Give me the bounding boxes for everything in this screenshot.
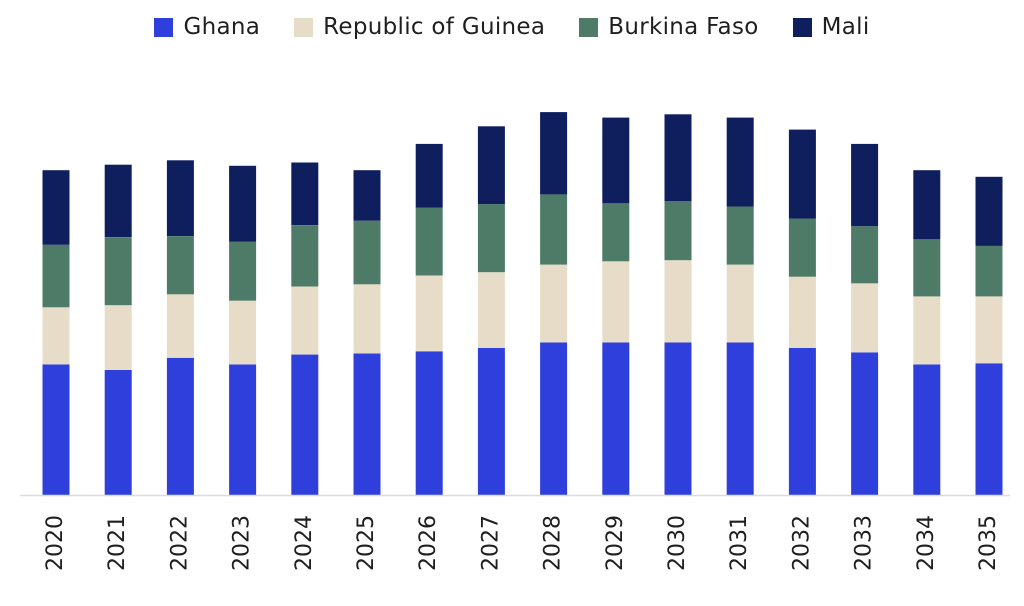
legend-item: Republic of Guinea — [294, 14, 545, 40]
bar-segment — [291, 354, 319, 495]
bar-segment — [788, 218, 816, 277]
bar-segment — [726, 117, 754, 207]
x-tick-label: 2023 — [230, 515, 255, 571]
bar-segment — [229, 165, 257, 242]
bar-segment — [353, 170, 381, 221]
bar-segment — [788, 348, 816, 495]
bar-segment — [42, 364, 70, 495]
bar-segment — [540, 194, 568, 265]
bar-segment — [540, 342, 568, 495]
bar-segment — [229, 364, 257, 495]
bar-segment — [726, 342, 754, 495]
bar-segment — [42, 244, 70, 308]
bar-segment — [602, 203, 630, 262]
bar-segment — [477, 348, 505, 495]
bar-segment — [477, 272, 505, 348]
legend-item: Ghana — [154, 14, 260, 40]
x-tick-label: 2031 — [727, 515, 752, 571]
bar-segment — [913, 239, 941, 297]
legend-swatch — [294, 17, 314, 37]
bar-segment — [291, 225, 319, 287]
bar-segment — [415, 143, 443, 208]
x-tick-label: 2028 — [541, 515, 566, 571]
legend-item: Burkina Faso — [579, 14, 758, 40]
bar-segment — [42, 307, 70, 365]
bar-segment — [291, 162, 319, 225]
x-tick-label: 2026 — [416, 515, 441, 571]
legend: Ghana Republic of Guinea Burkina Faso Mali — [0, 14, 1024, 40]
legend-label: Mali — [821, 14, 870, 40]
bar-segment — [664, 260, 692, 343]
x-tick-label: 2020 — [43, 515, 68, 571]
legend-label: Republic of Guinea — [323, 14, 546, 40]
bar-segment — [602, 261, 630, 343]
bar-segment — [166, 357, 194, 495]
x-tick-label: 2025 — [354, 515, 379, 571]
bar-segment — [229, 241, 257, 301]
x-tick-label: 2027 — [478, 515, 503, 571]
bar-segment — [104, 164, 132, 238]
legend-label: Ghana — [183, 14, 261, 40]
legend-swatch — [579, 17, 599, 37]
bar-segment — [104, 237, 132, 306]
bar-segment — [415, 351, 443, 495]
bar-segment — [975, 176, 1003, 246]
bar-segment — [975, 245, 1003, 297]
x-tick-label: 2033 — [852, 515, 877, 571]
bar-segment — [975, 363, 1003, 495]
bar-segment — [913, 296, 941, 365]
bar-segment — [726, 206, 754, 265]
bar-segment — [788, 276, 816, 348]
bar-segment — [664, 114, 692, 201]
bar-segment — [726, 264, 754, 343]
bar-segment — [104, 369, 132, 495]
bar-segment — [602, 117, 630, 204]
x-tick-label: 2021 — [105, 515, 130, 571]
bar-segment — [42, 170, 70, 245]
bar-segment — [166, 236, 194, 295]
bar-segment — [353, 353, 381, 495]
bar-segment — [851, 352, 879, 495]
bar-segment — [166, 160, 194, 236]
legend-swatch — [154, 17, 174, 37]
x-tick-label: 2022 — [167, 515, 192, 571]
legend-label: Burkina Faso — [608, 14, 759, 40]
x-tick-label: 2034 — [914, 515, 939, 571]
legend-item: Mali — [792, 14, 870, 40]
bar-segment — [353, 220, 381, 285]
bar-segment — [851, 143, 879, 227]
bar-segment — [229, 300, 257, 365]
bar-segment — [166, 294, 194, 358]
x-tick-label: 2035 — [976, 515, 1001, 571]
legend-swatch — [792, 17, 812, 37]
x-tick-label: 2032 — [789, 515, 814, 571]
bar-segment — [540, 112, 568, 195]
x-tick-label: 2030 — [665, 515, 690, 571]
bar-segment — [415, 207, 443, 276]
bar-segment — [913, 170, 941, 240]
bar-segment — [477, 126, 505, 205]
bar-segment — [353, 284, 381, 354]
bar-segment — [788, 129, 816, 219]
bar-segment — [602, 342, 630, 495]
bar-segment — [415, 275, 443, 352]
bar-segment — [851, 283, 879, 353]
x-tick-label: 2029 — [603, 515, 628, 571]
bar-segment — [291, 286, 319, 355]
bar-segment — [664, 342, 692, 495]
bar-segment — [664, 200, 692, 261]
bar-segment — [975, 296, 1003, 364]
bar-segment — [540, 264, 568, 343]
x-tick-label: 2024 — [292, 515, 317, 571]
bar-segment — [851, 226, 879, 284]
bar-segment — [477, 204, 505, 273]
bar-segment — [104, 305, 132, 370]
bar-segment — [913, 364, 941, 495]
